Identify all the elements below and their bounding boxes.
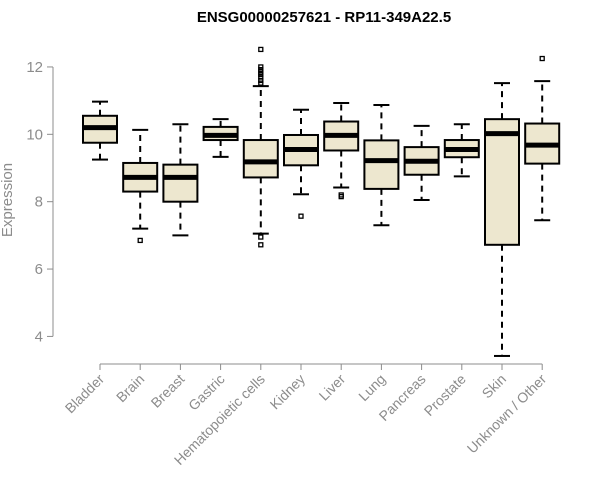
box-gastric (202, 118, 239, 158)
box-unknown-other (524, 55, 561, 222)
box-skin (484, 82, 520, 357)
outlier-point (258, 71, 264, 78)
outlier-point (258, 80, 264, 86)
iqr-box (484, 118, 520, 246)
box-bladder (82, 100, 118, 161)
iqr-box (242, 139, 279, 179)
box-brain (122, 128, 159, 244)
x-tick-label: Breast (148, 371, 188, 411)
x-tick-label: Prostate (421, 371, 469, 419)
box-breast (162, 123, 199, 237)
outlier-point (338, 193, 344, 200)
x-tick-label: Brain (113, 371, 147, 405)
outlier-point (258, 46, 264, 53)
chart-title: ENSG00000257621 - RP11-349A22.5 (197, 9, 451, 26)
box-prostate (443, 123, 480, 178)
y-tick-label: 6 (35, 261, 43, 278)
box-hematopoietic-cells (242, 46, 279, 248)
iqr-box (363, 139, 400, 190)
outlier-point (258, 77, 264, 84)
box-liver (323, 101, 360, 200)
y-tick-label: 8 (35, 194, 43, 211)
box-pancreas (403, 124, 440, 201)
x-tick-label: Skin (479, 371, 510, 402)
outlier-point (258, 64, 264, 70)
y-tick-label: 10 (26, 126, 43, 143)
outlier-point (539, 55, 545, 62)
box-lung (363, 104, 400, 227)
y-axis-label: Expression (0, 163, 16, 237)
y-axis: 4 6 8 10 12 (26, 59, 54, 345)
x-tick-label: Bladder (62, 371, 108, 417)
x-tick-label: Liver (316, 371, 349, 404)
outlier-point (258, 242, 264, 248)
outlier-point (298, 213, 304, 219)
x-tick-label: Kidney (267, 371, 309, 413)
outlier-point (258, 234, 264, 240)
y-tick-label: 12 (26, 59, 43, 76)
outlier-point (137, 237, 143, 244)
iqr-box (162, 163, 199, 203)
x-tick-label: Lung (355, 371, 388, 404)
y-tick-label: 4 (35, 328, 43, 345)
boxes-group (82, 46, 561, 357)
box-kidney (283, 108, 319, 219)
